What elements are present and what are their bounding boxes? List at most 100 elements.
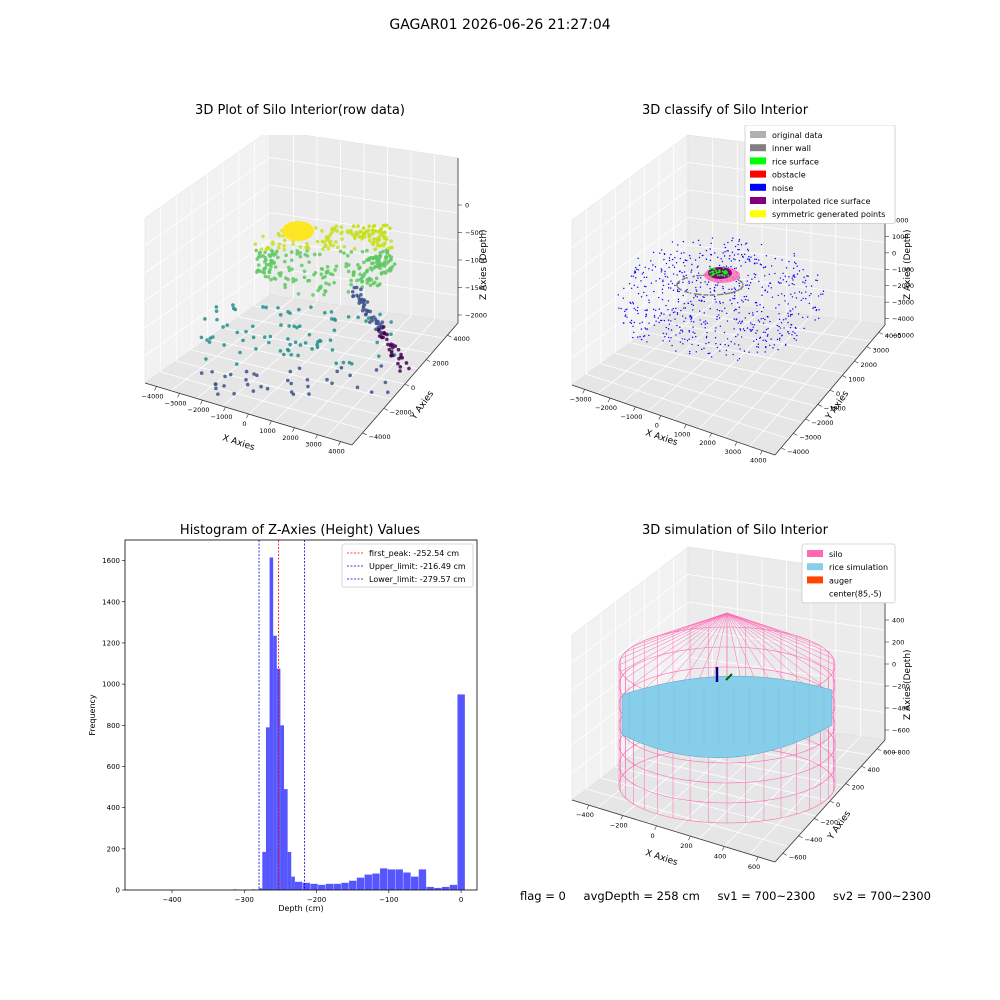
- x-tick: [315, 434, 318, 439]
- data-point: [369, 390, 374, 394]
- x-tick: [223, 406, 226, 412]
- noise-point: [734, 343, 736, 345]
- noise-point: [688, 352, 691, 355]
- legend-label: auger: [829, 576, 853, 585]
- noise-point: [794, 276, 796, 278]
- noise-point: [694, 259, 697, 261]
- noise-point: [714, 330, 716, 332]
- noise-point: [644, 266, 646, 269]
- noise-point: [678, 290, 680, 293]
- noise-point: [698, 299, 700, 302]
- noise-point: [634, 309, 637, 311]
- y-tick-label: 3000: [873, 347, 890, 355]
- data-point: [358, 272, 363, 277]
- noise-point: [795, 297, 798, 299]
- data-point: [348, 373, 352, 378]
- noise-point: [640, 280, 642, 282]
- noise-point: [762, 339, 764, 341]
- noise-point: [676, 324, 678, 327]
- data-point: [228, 372, 233, 377]
- noise-point: [755, 258, 758, 261]
- noise-point: [738, 312, 740, 314]
- silo-roof-wire: [620, 612, 728, 672]
- z-tick-label: 2000: [892, 217, 909, 225]
- noise-point: [635, 267, 637, 269]
- data-point: [319, 266, 324, 271]
- noise-point: [677, 301, 680, 303]
- noise-point: [699, 252, 701, 255]
- data-point: [355, 278, 359, 283]
- noise-point: [738, 357, 741, 360]
- y-tick-label: −3000: [799, 433, 821, 441]
- noise-point: [723, 255, 726, 257]
- noise-point: [778, 325, 780, 328]
- noise-point: [755, 274, 757, 276]
- grid-line: [571, 272, 886, 358]
- data-point: [305, 254, 310, 258]
- noise-point: [749, 322, 752, 324]
- noise-point: [713, 286, 716, 289]
- noise-point: [674, 318, 676, 320]
- noise-point: [757, 259, 760, 261]
- data-point: [357, 235, 362, 239]
- noise-point: [679, 257, 682, 260]
- noise-point: [667, 336, 670, 339]
- noise-point: [784, 344, 787, 346]
- noise-point: [726, 250, 728, 252]
- data-point: [254, 248, 259, 253]
- noise-point: [695, 289, 697, 291]
- noise-point: [733, 310, 735, 312]
- noise-point: [668, 340, 671, 342]
- data-point: [374, 327, 378, 332]
- noise-point: [676, 289, 679, 291]
- data-point: [363, 312, 368, 317]
- noise-point: [744, 298, 747, 301]
- noise-point: [737, 248, 739, 251]
- data-point: [299, 263, 304, 268]
- noise-point: [789, 315, 792, 317]
- data-point: [383, 223, 388, 228]
- noise-point: [703, 296, 705, 299]
- noise-point: [772, 347, 774, 349]
- y-tick-label: 600: [883, 749, 895, 757]
- noise-point: [648, 299, 650, 301]
- noise-point: [644, 327, 646, 329]
- noise-point: [744, 253, 746, 256]
- data-point: [373, 280, 377, 285]
- data-point: [265, 246, 270, 251]
- noise-point: [664, 335, 666, 338]
- noise-point: [752, 326, 754, 328]
- data-point: [290, 258, 294, 263]
- y-tick-label: 2000: [860, 361, 877, 369]
- inner-wall-point: [718, 293, 721, 296]
- noise-point: [640, 296, 643, 298]
- noise-point: [762, 266, 765, 269]
- noise-point: [704, 327, 706, 329]
- legend-swatch: [750, 170, 766, 178]
- data-point: [203, 317, 207, 321]
- noise-point: [767, 327, 769, 330]
- legend-label: first_peak: -252.54 cm: [369, 549, 459, 558]
- noise-point: [728, 288, 730, 291]
- noise-point: [748, 312, 750, 315]
- noise-point: [623, 322, 625, 324]
- noise-point: [695, 335, 697, 338]
- data-point: [264, 262, 269, 267]
- noise-point: [704, 281, 706, 283]
- data-point: [269, 258, 273, 263]
- noise-point: [664, 273, 666, 275]
- noise-point: [732, 258, 735, 260]
- center-marker: [725, 673, 733, 681]
- noise-point: [666, 276, 669, 278]
- data-point: [389, 342, 393, 347]
- noise-point: [764, 289, 766, 292]
- noise-point: [790, 324, 792, 326]
- noise-point: [650, 260, 652, 262]
- data-point: [287, 324, 291, 328]
- panel3-title: Histogram of Z-Axies (Height) Values: [179, 523, 421, 538]
- noise-point: [636, 286, 639, 288]
- z-tick-label: −1000: [892, 266, 914, 274]
- noise-point: [674, 311, 676, 313]
- noise-point: [730, 341, 732, 343]
- inner-wall-point: [689, 292, 692, 294]
